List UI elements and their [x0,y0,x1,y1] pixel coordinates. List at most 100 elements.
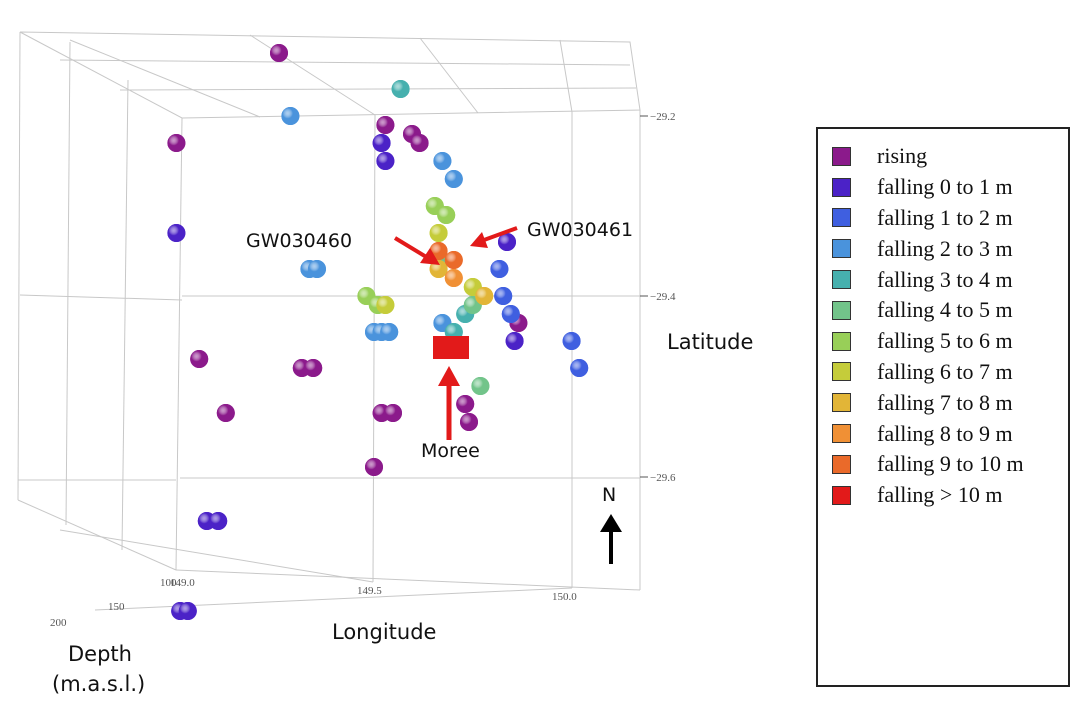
data-point-shading [444,269,463,287]
legend-swatch [832,177,851,197]
top-grid-line [249,34,376,116]
data-point-shading [167,134,186,152]
plot-box-frame [17,31,641,611]
z-axis-title-line2: (m.a.s.l.) [52,672,146,696]
legend-label: falling 1 to 2 m [877,204,1013,230]
data-point-shading [391,80,410,98]
legend-label: falling > 10 m [877,482,1003,508]
data-point-shading [475,287,494,305]
legend-item: falling 4 to 5 m [832,295,1068,326]
top-grid-line [559,39,573,113]
legend-swatch [832,362,851,382]
annotation-gw030461: GW030461 [527,219,634,241]
legend-label: falling 5 to 6 m [877,328,1013,354]
legend-swatch [832,393,851,413]
data-point-shading [490,260,509,278]
legend-list: rising falling 0 to 1 m falling 1 to 2 m fa… [818,129,1068,511]
legend-swatch [832,208,851,228]
gw030461-arrowhead [470,232,488,248]
data-point-shading [444,170,463,188]
annotation-moree: Moree [421,440,480,462]
bottom-grid-line [94,587,573,611]
data-point-shading [380,323,399,341]
legend-label: falling 4 to 5 m [877,297,1013,323]
data-point-shading [501,305,520,323]
legend-swatch [832,454,851,474]
legend-item: falling 3 to 4 m [832,264,1068,295]
north-arrowhead [600,514,622,532]
top-grid-line [119,87,637,91]
data-point-shading [376,116,395,134]
legend-label: falling 3 to 4 m [877,266,1013,292]
depth-tick-label: 200 [50,617,67,629]
legend-item: falling 0 to 1 m [832,172,1068,203]
box-back-edge-left [17,31,21,501]
moree-arrowhead [438,366,460,386]
lon-tick-label: 149.0 [170,577,195,589]
annotation-gw030460: GW030460 [246,230,353,252]
legend-item: rising [832,141,1068,172]
north-label: N [602,484,617,506]
top-grid-line [59,59,631,66]
data-point-shading [365,458,383,476]
back-grid-line [372,114,376,583]
box-bottom-front-edge [175,569,641,591]
legend-item: falling 5 to 6 m [832,326,1068,357]
legend-label: rising [877,143,928,169]
box-front-left-edge [175,117,183,571]
box-top-face [19,31,641,119]
data-point-shading [498,233,516,251]
legend-item: falling 9 to 10 m [832,449,1068,480]
data-point-shading [190,350,209,368]
data-point-shading [437,206,456,224]
data-point-shading [304,359,323,377]
data-point-shading [376,152,395,170]
legend-item: falling 6 to 7 m [832,357,1068,388]
data-point-shading [209,512,228,530]
legend-swatch [832,331,851,351]
depth-tick-label: 100 [160,577,177,589]
lon-tick-label: 150.0 [552,591,577,603]
legend-item: falling 1 to 2 m [832,203,1068,234]
box-bottom-left-edge [17,499,177,571]
data-point-shading [308,260,326,278]
legend-swatch [832,424,851,444]
data-point-shading [433,152,452,170]
data-point-shading [456,395,475,413]
legend-swatch [832,146,851,166]
legend-swatch [832,270,851,290]
scatter-3d-plot: −29.2 −29.4 −29.6 149.0 149.5 150.0 200 … [17,31,676,629]
gw030460-arrow [393,236,430,260]
y-axis-title: Latitude [667,330,754,354]
data-point-shading [444,251,463,269]
bottom-grid-line [59,529,374,583]
depth-tick-label: 150 [108,601,125,613]
top-grid-line [69,39,261,118]
data-point-shading [505,332,524,350]
gw030460-arrowhead [420,248,440,265]
legend-item: falling 7 to 8 m [832,387,1068,418]
legend-label: falling 2 to 3 m [877,235,1013,261]
depth-grid-line [121,79,129,551]
lat-tick-label: −29.4 [650,291,676,303]
legend-item: falling > 10 m [832,480,1068,511]
data-point-shading [471,377,490,395]
data-point-shading [429,224,448,242]
data-point-shading [372,134,391,152]
legend-swatch [832,485,851,505]
data-point-shading [384,404,402,422]
legend-item: falling 8 to 9 m [832,418,1068,449]
data-point-shading [376,296,395,314]
legend: rising falling 0 to 1 m falling 1 to 2 m fa… [816,127,1070,687]
data-point-shading [178,602,197,620]
data-point-shading [494,287,513,305]
depth-grid-line [65,41,71,526]
data-point-shading [270,44,288,62]
data-point-shading [562,332,581,350]
data-point-shading [216,404,235,422]
data-point-shading [281,107,300,125]
z-axis-title-line1: Depth [68,642,132,666]
legend-label: falling 8 to 9 m [877,420,1013,446]
moree-marker [433,336,469,359]
gw030461-arrow [483,226,518,242]
